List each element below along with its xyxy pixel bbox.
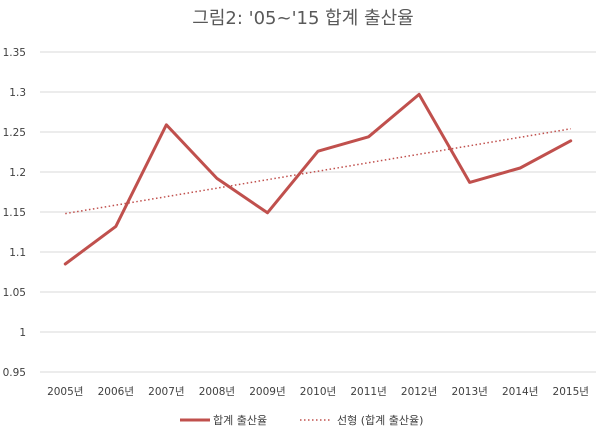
x-tick-label: 2010년 bbox=[300, 386, 336, 398]
x-tick-label: 2013년 bbox=[451, 386, 487, 398]
x-tick-label: 2012년 bbox=[401, 386, 437, 398]
legend-label: 선형 (합계 출산율) bbox=[337, 414, 423, 427]
legend-label: 합계 출산율 bbox=[213, 414, 267, 427]
y-tick-label: 1.05 bbox=[3, 287, 26, 299]
x-tick-label: 2011년 bbox=[350, 386, 386, 398]
y-tick-label: 1.2 bbox=[9, 167, 26, 179]
y-tick-label: 1.15 bbox=[3, 207, 26, 219]
y-tick-label: 1.35 bbox=[3, 47, 26, 59]
trendline bbox=[65, 128, 571, 215]
y-tick-label: 1.25 bbox=[3, 127, 26, 139]
x-tick-label: 2009년 bbox=[249, 386, 285, 398]
y-tick-label: 0.95 bbox=[3, 367, 26, 379]
series-lines bbox=[63, 92, 573, 266]
x-axis-ticks: 2005년 2006년 2007년 2008년 2009년 2010년 2011년 2012년… bbox=[47, 386, 589, 398]
legend: 합계 출산율 선형 (합계 출산율) bbox=[180, 414, 423, 427]
x-tick-label: 2006년 bbox=[98, 386, 134, 398]
y-tick-label: 1 bbox=[19, 327, 26, 339]
gridlines bbox=[40, 51, 596, 373]
x-tick-label: 2014년 bbox=[502, 386, 538, 398]
y-axis-ticks: 0.95 1 1.05 1.1 1.15 1.2 1.25 1.3 1.35 bbox=[3, 47, 26, 379]
x-tick-label: 2007년 bbox=[148, 386, 184, 398]
y-tick-label: 1.1 bbox=[9, 247, 26, 259]
y-tick-label: 1.3 bbox=[9, 87, 26, 99]
x-tick-label: 2005년 bbox=[47, 386, 83, 398]
x-tick-label: 2015년 bbox=[553, 386, 589, 398]
series-line bbox=[63, 92, 573, 266]
x-tick-label: 2008년 bbox=[199, 386, 235, 398]
chart-title: 그림2: '05~'15 합계 출산율 bbox=[192, 8, 413, 29]
